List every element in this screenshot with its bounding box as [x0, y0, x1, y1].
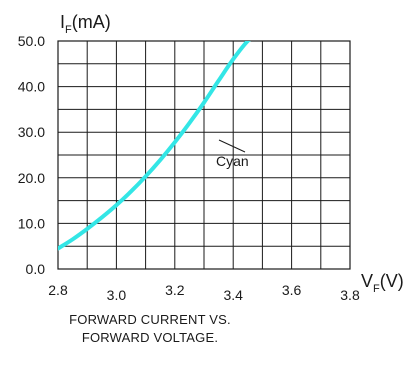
tick-labels: 2.8 3.0 3.2 3.4 3.6 3.8 0.0 10.0 20.0 30.0 40.0 50.…: [18, 33, 360, 303]
x-tick-label: 3.8: [340, 287, 360, 303]
chart-caption-line-2: FORWARD VOLTAGE.: [81, 330, 219, 345]
y-tick-label: 0.0: [26, 261, 46, 277]
y-axis-title: IF(mA): [60, 12, 111, 36]
y-tick-label: 50.0: [18, 33, 45, 49]
series-annotation-label: Cyan: [216, 153, 249, 169]
chart-caption-line-1: FORWARD CURRENT VS.: [69, 312, 231, 327]
y-tick-label: 10.0: [18, 215, 45, 231]
y-tick-label: 40.0: [18, 79, 45, 95]
x-tick-label: 3.4: [223, 287, 243, 303]
series-annotation-leader: [218, 139, 246, 153]
series-layer: [58, 41, 251, 251]
x-tick-label: 3.6: [282, 282, 302, 298]
grid: [58, 41, 350, 269]
series-line-cyan: [58, 41, 251, 251]
x-tick-label: 2.8: [48, 282, 68, 298]
x-axis-title: VF(V): [361, 271, 404, 295]
y-tick-label: 20.0: [18, 170, 45, 186]
x-tick-label: 3.2: [165, 282, 185, 298]
x-tick-label: 3.0: [107, 287, 127, 303]
plot-frame: [57, 40, 351, 270]
y-tick-label: 30.0: [18, 124, 45, 140]
